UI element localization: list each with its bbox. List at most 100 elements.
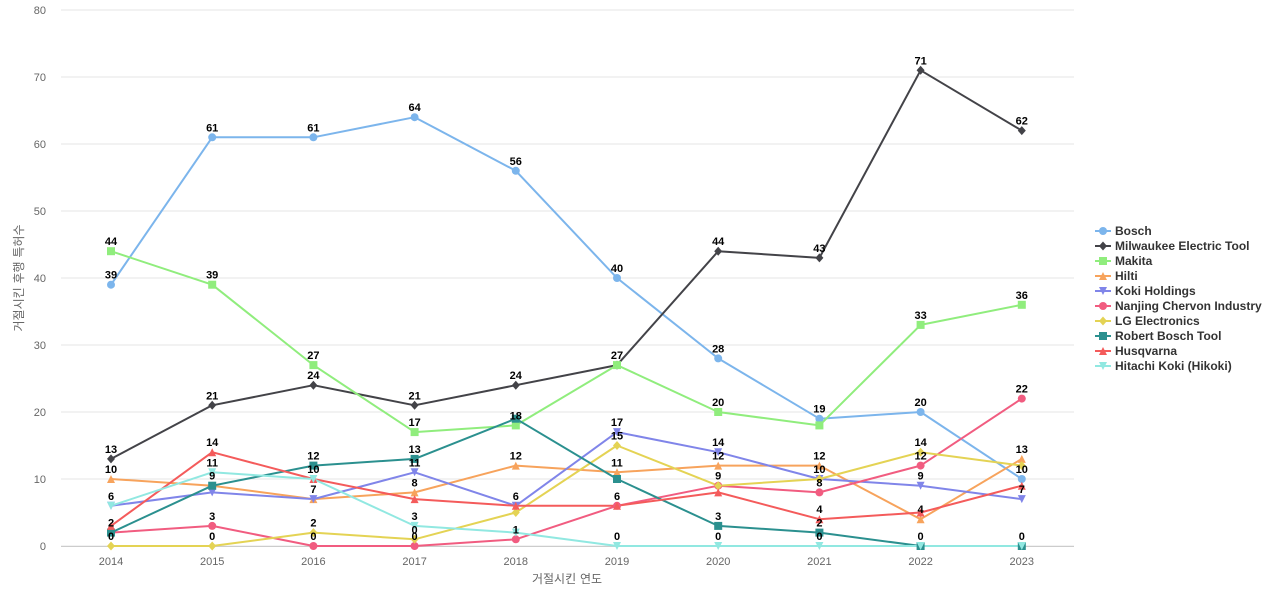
- data-point-bosch: [916, 408, 925, 416]
- data-label: 0: [1019, 531, 1025, 543]
- data-label: 44: [105, 236, 118, 248]
- data-point-milwaukee-electric-tool: [511, 380, 520, 390]
- data-point-lg-electronics: [208, 541, 217, 551]
- legend-item[interactable]: Robert Bosch Tool: [1095, 329, 1221, 343]
- data-label: 9: [715, 471, 721, 483]
- legend-label: Koki Holdings: [1115, 284, 1196, 298]
- data-point-koki-holdings: [714, 448, 723, 457]
- data-point-lg-electronics: [916, 447, 925, 457]
- data-label: 0: [412, 531, 418, 543]
- legend-label: Husqvarna: [1115, 344, 1177, 358]
- data-label: 8: [816, 477, 822, 489]
- data-point-milwaukee-electric-tool: [1017, 126, 1026, 136]
- legend-item[interactable]: Makita: [1095, 254, 1153, 268]
- data-point-husqvarna: [208, 448, 217, 457]
- data-point-husqvarna: [511, 501, 520, 510]
- data-point-milwaukee-electric-tool: [309, 380, 318, 390]
- series-line-makita: [110, 250, 1023, 434]
- data-point-makita: [1017, 300, 1026, 309]
- data-label: 15: [611, 431, 623, 443]
- data-label: 39: [105, 270, 117, 282]
- data-label: 17: [611, 417, 623, 429]
- legend-item[interactable]: Hilti: [1095, 269, 1138, 283]
- data-point-milwaukee-electric-tool: [107, 454, 115, 464]
- data-label: 3: [412, 511, 418, 523]
- data-label: 6: [614, 491, 620, 503]
- data-label: 9: [918, 471, 924, 483]
- data-label: 10: [307, 464, 319, 476]
- data-point-husqvarna: [714, 488, 723, 497]
- series-line-bosch: [110, 116, 1023, 480]
- data-label: 12: [813, 451, 825, 463]
- data-point-robert-bosch-tool: [613, 475, 621, 483]
- data-label: 56: [510, 156, 522, 168]
- data-label: 4: [816, 504, 823, 516]
- data-label: 3: [209, 511, 215, 523]
- data-point-nanjing-chervon-industry: [1017, 394, 1026, 403]
- data-point-hitachi-koki-hikoki: [714, 542, 723, 550]
- data-label: 3: [715, 511, 721, 523]
- data-label: 19: [813, 404, 825, 416]
- data-point-makita: [309, 361, 318, 370]
- data-point-makita: [714, 408, 723, 416]
- data-label: 0: [715, 531, 721, 543]
- data-point-hilti: [511, 461, 520, 470]
- data-point-lg-electronics: [511, 508, 520, 517]
- data-label: 61: [307, 122, 319, 134]
- legend-label: Milwaukee Electric Tool: [1115, 239, 1249, 253]
- data-label: 10: [1016, 464, 1028, 476]
- data-label: 24: [510, 370, 523, 382]
- data-label: 0: [614, 531, 620, 543]
- data-label: 20: [914, 397, 926, 409]
- data-point-bosch: [410, 113, 419, 122]
- data-point-robert-bosch-tool: [714, 521, 723, 530]
- data-point-husqvarna: [613, 501, 621, 510]
- data-label: 14: [914, 437, 927, 449]
- data-label: 21: [206, 390, 218, 402]
- data-point-hitachi-koki-hikoki: [613, 542, 621, 550]
- data-point-lg-electronics: [1017, 461, 1026, 471]
- legend-item[interactable]: Milwaukee Electric Tool: [1095, 239, 1249, 253]
- legend-item[interactable]: Koki Holdings: [1095, 284, 1196, 298]
- data-label: 12: [510, 451, 522, 463]
- data-point-nanjing-chervon-industry: [916, 461, 925, 470]
- data-point-hitachi-koki-hikoki: [1017, 542, 1026, 550]
- data-point-hitachi-koki-hikoki: [107, 501, 115, 510]
- data-point-koki-holdings: [916, 481, 925, 490]
- series-line-robert-bosch-tool: [110, 417, 1023, 547]
- data-label: 40: [611, 263, 623, 275]
- legend-item[interactable]: Nanjing Chervon Industry: [1095, 299, 1262, 313]
- series-line-lg-electronics: [110, 444, 1023, 547]
- legend-marker: [1099, 287, 1107, 295]
- data-point-husqvarna: [916, 508, 925, 517]
- data-label: 44: [712, 236, 725, 248]
- legend-item[interactable]: Husqvarna: [1095, 344, 1177, 358]
- data-label: 11: [611, 457, 623, 469]
- data-label: 39: [206, 270, 218, 282]
- data-label: 8: [412, 477, 418, 489]
- legend-item[interactable]: Bosch: [1095, 224, 1152, 238]
- legend-marker: [1099, 347, 1107, 355]
- legend-item[interactable]: LG Electronics: [1095, 314, 1200, 328]
- data-point-makita: [613, 361, 621, 370]
- data-point-robert-bosch-tool: [410, 454, 419, 463]
- data-label: 43: [813, 243, 825, 255]
- data-point-bosch: [613, 274, 621, 282]
- data-label: 24: [307, 370, 320, 382]
- data-point-husqvarna: [815, 515, 824, 524]
- legend-marker: [1099, 362, 1107, 370]
- legend-item[interactable]: Hitachi Koki (Hikoki): [1095, 359, 1232, 373]
- data-label: 64: [408, 102, 421, 114]
- data-point-robert-bosch-tool: [208, 481, 217, 490]
- data-point-milwaukee-electric-tool: [714, 246, 723, 256]
- data-label: 21: [408, 390, 420, 402]
- data-point-hilti: [107, 475, 115, 483]
- y-tick-label: 0: [40, 541, 46, 553]
- data-label: 0: [209, 531, 215, 543]
- y-tick-label: 60: [34, 139, 46, 151]
- data-label: 13: [105, 444, 117, 456]
- data-label: 7: [1019, 484, 1025, 496]
- x-tick-label: 2018: [504, 556, 528, 568]
